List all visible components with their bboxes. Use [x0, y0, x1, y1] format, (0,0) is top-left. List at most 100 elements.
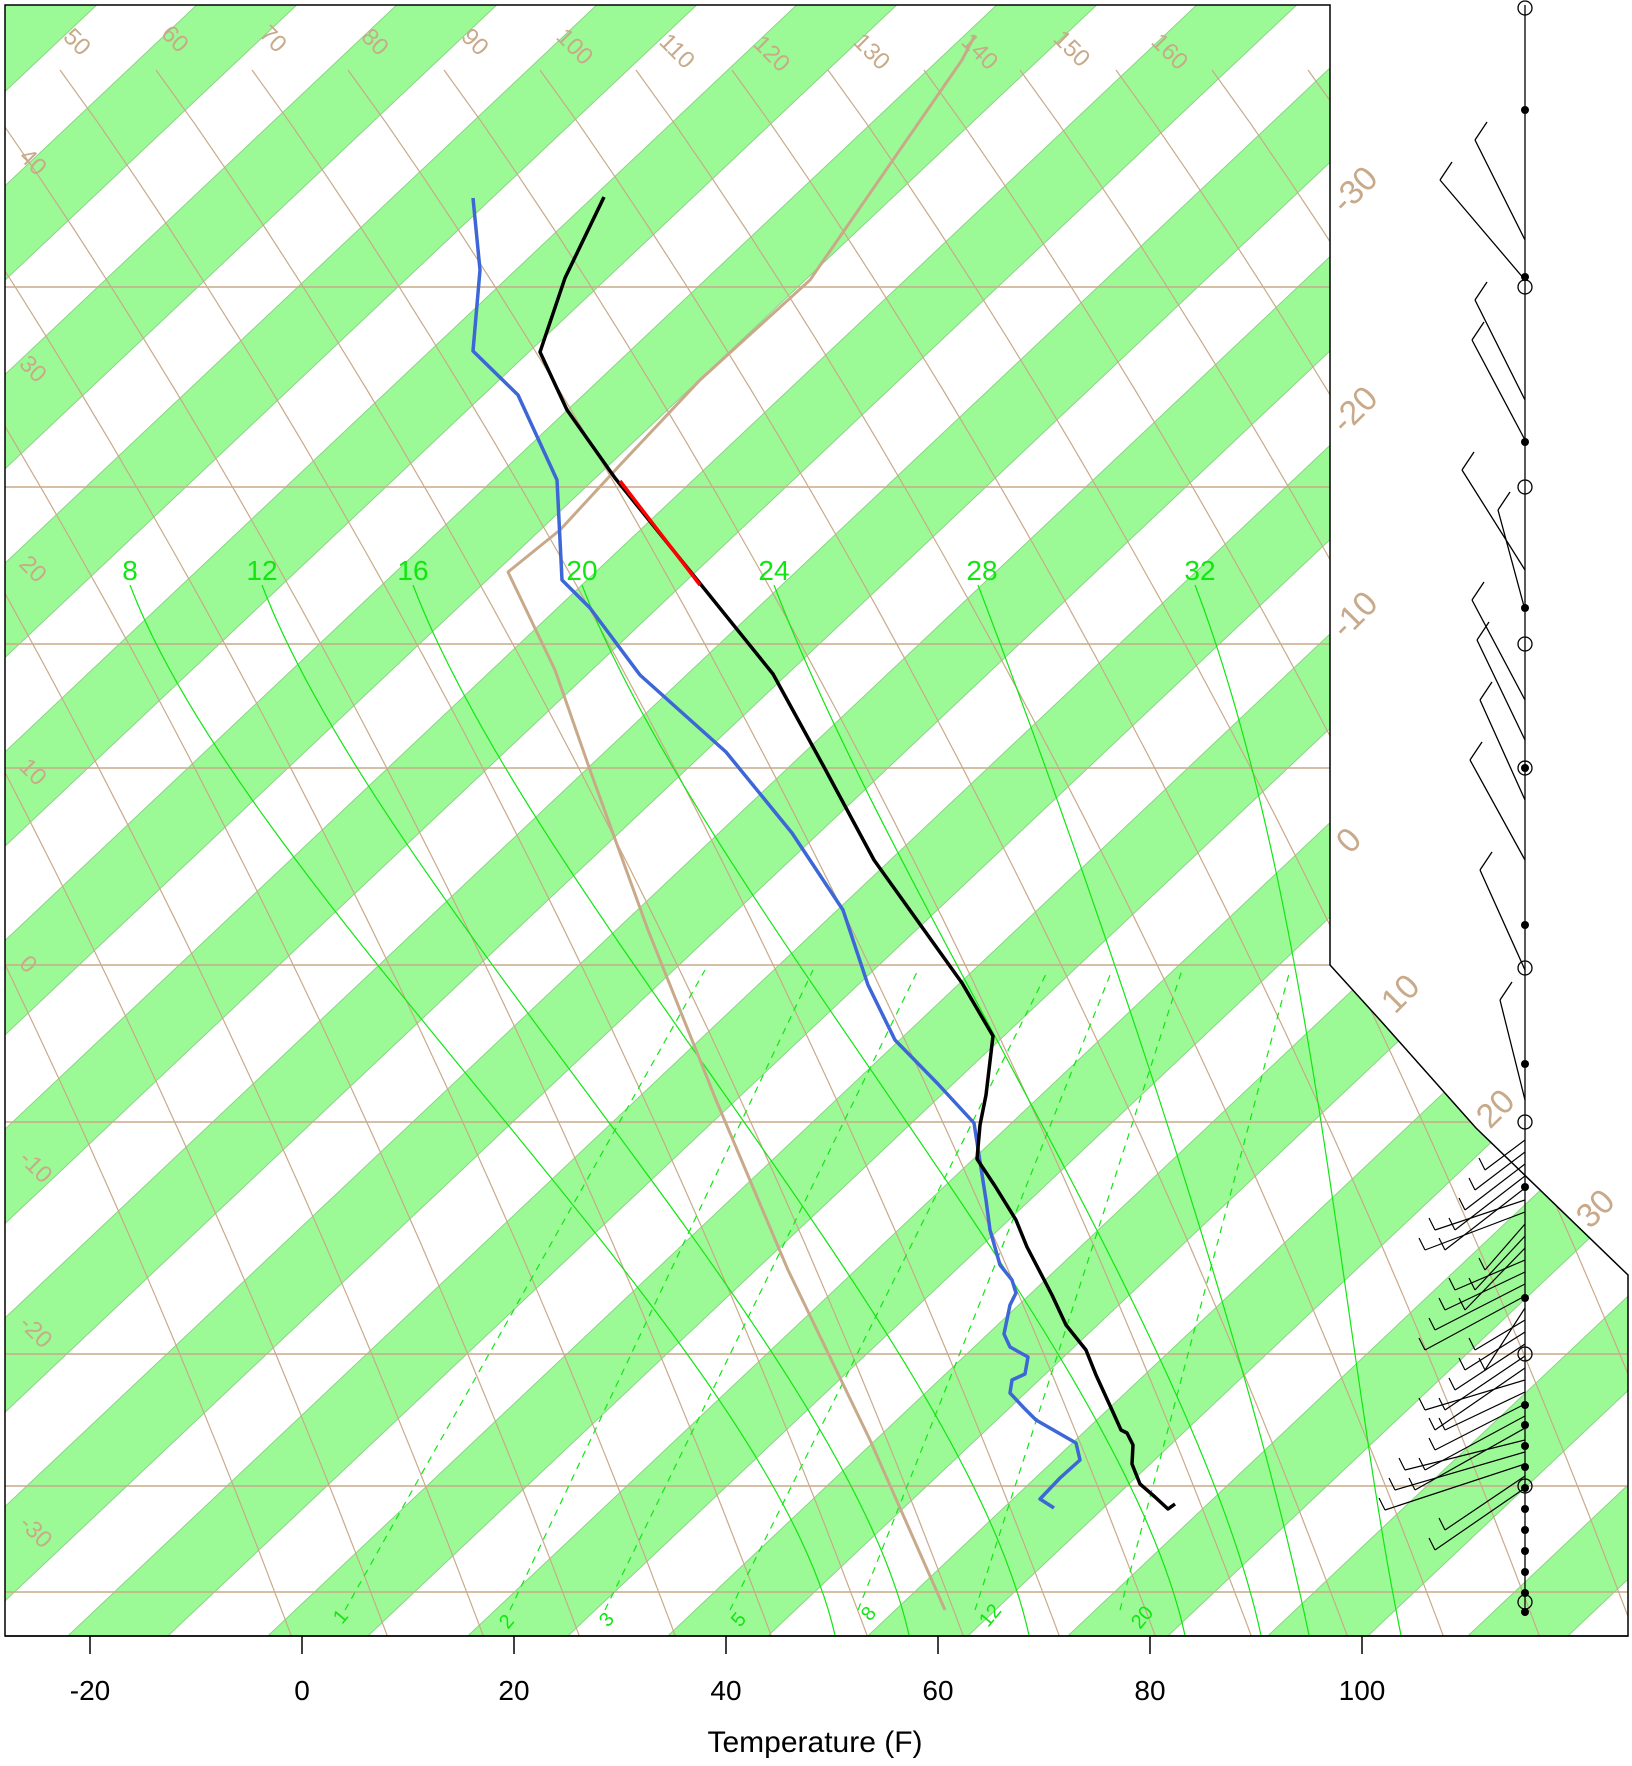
isotherm-band [5, 5, 1628, 1636]
wind-barb-low [1474, 1235, 1526, 1291]
wind-level-dot [1521, 1421, 1529, 1429]
x-axis-title: Temperature (F) [707, 1726, 922, 1759]
dry-adiabat [443, 69, 1265, 1636]
mixing-ratio-line [1194, 584, 1403, 1636]
x-tick-label: 0 [294, 1675, 310, 1706]
wind-barb-low-tick [1458, 1297, 1466, 1311]
wind-barb-low [1404, 1439, 1526, 1471]
wind-barbs [1378, 0, 1533, 1616]
dry-adiabat [59, 69, 881, 1636]
wind-level-circle [1517, 479, 1533, 495]
dry-adiabat [5, 69, 497, 1636]
wind-barb-flag [1471, 581, 1485, 601]
dry-adiabat [5, 69, 785, 1636]
wind-barb-low-tick [1428, 1437, 1436, 1451]
wind-level-dot [1521, 1442, 1529, 1450]
wind-level-dot [1521, 1608, 1529, 1616]
wind-level-circle [1517, 1594, 1533, 1610]
isotherm-band [798, 5, 1628, 1636]
wind-barb-shaft [1479, 869, 1526, 971]
wind-barb-low [1474, 1151, 1526, 1191]
dry-adiabat [155, 69, 977, 1636]
dry-adiabat [251, 69, 1073, 1636]
wind-barb-low-tick [1408, 1477, 1416, 1491]
mixing-ratio-dashed [344, 969, 706, 1611]
isotherm-band [5, 5, 904, 1636]
x-tick-label: 100 [1339, 1675, 1386, 1706]
mixing-ratio-label: 8 [122, 555, 138, 586]
wind-barb-low [1384, 1463, 1526, 1511]
wind-barb-low-tick [1438, 1417, 1446, 1431]
wind-barb-shaft [1476, 639, 1526, 741]
wind-barb-low [1434, 1367, 1526, 1431]
wind-barb-low [1484, 1139, 1526, 1171]
wind-barb-flag [1474, 281, 1488, 301]
wind-barb-shaft [1439, 179, 1526, 281]
wind-barb-low [1484, 1307, 1526, 1371]
wind-barb-shaft [1499, 999, 1526, 1101]
dry-adiabat [347, 69, 1169, 1636]
mixing-ratio-dashed [604, 969, 919, 1611]
isotherm-band [5, 5, 1104, 1636]
wind-level-dot [1521, 1526, 1529, 1534]
isotherm-band [998, 5, 1628, 1636]
mixing-ratio-lines [129, 584, 1403, 1636]
mixing-ratio-line [773, 584, 1263, 1636]
wind-level-circle [1517, 0, 1533, 16]
wind-barb-low-tick [1428, 1537, 1436, 1551]
wind-barb-low-tick [1418, 1237, 1426, 1251]
highlight-segment [618, 479, 702, 587]
wind-barb-low [1434, 1403, 1526, 1451]
isotherm-label: -10 [1324, 584, 1386, 646]
wind-barb-shaft [1469, 759, 1526, 861]
wind-barb-flag [1479, 681, 1493, 701]
wind-barb-low-tick [1378, 1497, 1386, 1511]
wind-level-dot [1521, 1505, 1529, 1513]
wind-barb-flag [1499, 981, 1513, 1001]
wind-barb-low [1424, 1379, 1526, 1411]
isotherm-label: -30 [1324, 159, 1386, 221]
dewpoint-trace [471, 197, 1082, 1510]
wind-barb-low [1434, 1283, 1526, 1331]
wind-barb-low [1444, 1391, 1526, 1431]
wind-barb-low-tick [1478, 1257, 1486, 1271]
wind-level-dot [1521, 1568, 1529, 1576]
wind-level-circle [1517, 1114, 1533, 1130]
dry-adiabat [539, 69, 1361, 1636]
mixing-ratio-label: 20 [566, 555, 597, 586]
mixing-ratio-label: 28 [966, 555, 997, 586]
x-tick-label: 40 [710, 1675, 741, 1706]
wind-level-circle [1517, 1346, 1533, 1362]
dry-adiabat [5, 69, 689, 1636]
wind-barb-low [1424, 1211, 1526, 1251]
wind-barb-low-tick [1458, 1197, 1466, 1211]
wind-barb-low [1464, 1331, 1526, 1371]
wind-barb-shaft [1474, 299, 1526, 401]
wind-level-dot [1521, 764, 1529, 772]
x-axis: -20 0 20 40 60 80 100 [5, 1635, 1628, 1706]
wind-barb-low-tick [1458, 1357, 1466, 1371]
wind-level-circle [1517, 960, 1533, 976]
wind-level-dot [1521, 273, 1529, 281]
x-tick-label: 20 [498, 1675, 529, 1706]
wind-level-dot [1521, 106, 1529, 114]
wind-level-dot [1521, 921, 1529, 929]
isotherm-label: 20 [1469, 1082, 1523, 1136]
wind-barb-low-tick [1438, 1397, 1446, 1411]
wind-barb-low-tick [1468, 1177, 1476, 1191]
wind-barb-shaft [1497, 509, 1526, 611]
temperature-trace [538, 196, 1177, 1511]
wind-barb-low [1464, 1247, 1526, 1311]
wind-level-circle [1517, 1478, 1533, 1494]
wind-level-circle [1517, 760, 1533, 776]
wind-barb-low-tick [1388, 1477, 1396, 1491]
wind-level-dot [1521, 438, 1529, 446]
mixing-ratio-dashed [857, 969, 1113, 1611]
wind-barb-low-tick [1448, 1377, 1456, 1391]
x-tick-label: -20 [70, 1675, 110, 1706]
wind-level-dot [1521, 1060, 1529, 1068]
wind-barb-low-tick [1428, 1317, 1436, 1331]
wind-barb-low-tick [1398, 1457, 1406, 1471]
mixing-ratio-label: 12 [246, 555, 277, 586]
isotherm-band [5, 5, 1504, 1636]
